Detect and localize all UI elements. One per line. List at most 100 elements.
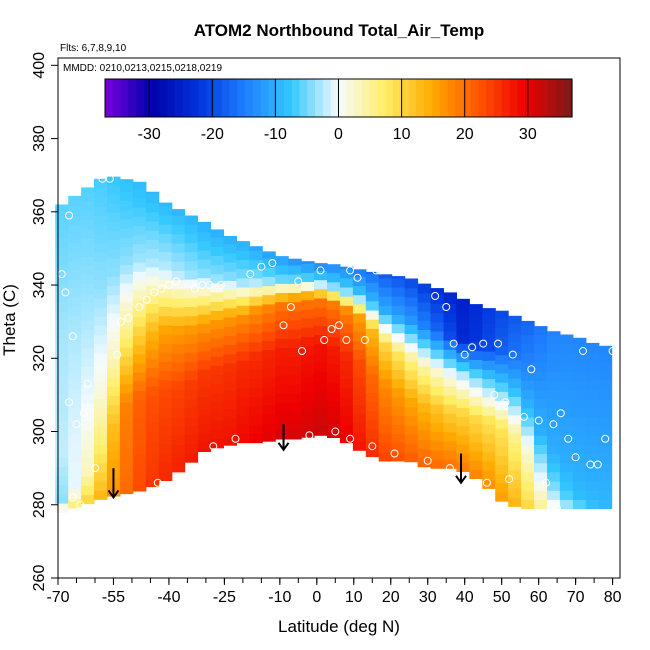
- heat-cell: [94, 270, 108, 281]
- colorbar-swatch: [486, 79, 495, 117]
- heat-cell: [559, 453, 574, 464]
- heat-cell: [391, 351, 406, 361]
- heat-cell: [572, 389, 587, 400]
- heat-cell: [547, 380, 561, 391]
- heat-cell: [391, 451, 406, 462]
- heat-cell: [119, 456, 134, 467]
- heat-cell: [145, 257, 160, 268]
- heat-cell: [314, 307, 328, 317]
- heat-cell: [249, 424, 263, 434]
- heat-cell: [249, 405, 263, 416]
- heat-cell: [158, 202, 173, 207]
- heat-cell: [417, 292, 432, 303]
- sample-point: [571, 453, 580, 462]
- heat-cell: [404, 351, 419, 362]
- heat-cell: [585, 380, 600, 391]
- heat-cell: [378, 442, 393, 453]
- colorbar-swatch: [556, 79, 565, 117]
- heat-cell: [534, 490, 548, 500]
- heat-cell: [275, 256, 289, 266]
- heat-cell: [81, 357, 95, 367]
- heat-cell: [145, 303, 160, 314]
- heat-cell: [119, 319, 134, 330]
- heat-cell: [119, 420, 134, 430]
- heat-cell: [94, 215, 108, 226]
- heat-cell: [572, 407, 587, 418]
- heat-cell: [378, 314, 393, 325]
- heat-cell: [456, 425, 470, 436]
- heat-cell: [521, 435, 535, 445]
- heat-cell: [417, 356, 432, 367]
- heat-cell: [68, 379, 82, 390]
- heat-cell: [197, 295, 212, 306]
- heat-cell: [210, 346, 224, 357]
- heat-cell: [585, 416, 600, 427]
- heat-cell: [119, 346, 134, 357]
- sample-point: [608, 347, 617, 355]
- sample-point: [372, 266, 380, 275]
- colorbar-swatch: [338, 79, 347, 117]
- heat-cell: [145, 330, 160, 341]
- heat-cell: [68, 224, 82, 234]
- heat-cell: [94, 444, 108, 455]
- heat-cell: [352, 395, 367, 406]
- heat-cell: [521, 462, 535, 473]
- heat-cell: [158, 370, 173, 381]
- heat-cell: [119, 438, 134, 449]
- heat-cell: [145, 191, 160, 195]
- heat-cell: [171, 209, 186, 217]
- heat-cell: [223, 236, 237, 245]
- heat-cell: [559, 398, 574, 409]
- heat-cell: [275, 310, 289, 321]
- heat-cell: [197, 442, 212, 452]
- heat-cell: [81, 329, 95, 340]
- heat-cell: [55, 292, 69, 303]
- heat-cell: [534, 398, 548, 409]
- heat-cell: [365, 346, 380, 357]
- sample-point: [556, 409, 565, 418]
- heat-cell: [94, 307, 108, 317]
- heat-cell: [327, 264, 341, 274]
- y-tick-label: 340: [31, 272, 48, 299]
- heat-cell: [249, 246, 263, 251]
- colorbar-swatch: [151, 79, 161, 117]
- heat-cell: [443, 422, 457, 433]
- heat-cell: [404, 415, 419, 426]
- heat-cell: [378, 396, 393, 407]
- heat-cell: [236, 241, 250, 251]
- heat-cell: [391, 442, 406, 453]
- heat-cell: [158, 352, 173, 362]
- sample-point: [68, 332, 77, 341]
- heat-cell: [132, 252, 147, 263]
- heat-cell: [456, 443, 470, 454]
- heat-cell: [352, 422, 367, 433]
- heat-cell: [482, 424, 496, 434]
- heat-cell: [430, 449, 444, 460]
- heat-cell: [171, 380, 186, 391]
- heat-cell: [404, 333, 419, 344]
- heat-cell: [572, 337, 587, 345]
- heat-cell: [391, 276, 406, 279]
- x-tick-label: 40: [456, 589, 474, 606]
- heat-cell: [301, 308, 315, 319]
- heat-cell: [443, 431, 457, 442]
- heat-cell: [508, 451, 522, 462]
- heat-cell: [145, 385, 160, 396]
- heat-cell: [197, 433, 212, 443]
- heat-cell: [119, 200, 134, 211]
- heat-cell: [119, 465, 134, 476]
- heat-cell: [559, 490, 574, 500]
- colorbar-swatch: [112, 79, 122, 117]
- heat-cell: [210, 282, 224, 293]
- heat-cell: [585, 499, 600, 510]
- heat-cell: [352, 441, 367, 451]
- heat-cell: [68, 315, 82, 326]
- heat-cell: [417, 439, 432, 449]
- heat-cell: [158, 471, 173, 481]
- heat-cell: [469, 423, 483, 434]
- heat-cell: [378, 274, 393, 279]
- heat-cell: [236, 433, 250, 444]
- heat-cell: [68, 452, 82, 463]
- heat-cell: [508, 315, 522, 324]
- heat-cell: [495, 310, 509, 319]
